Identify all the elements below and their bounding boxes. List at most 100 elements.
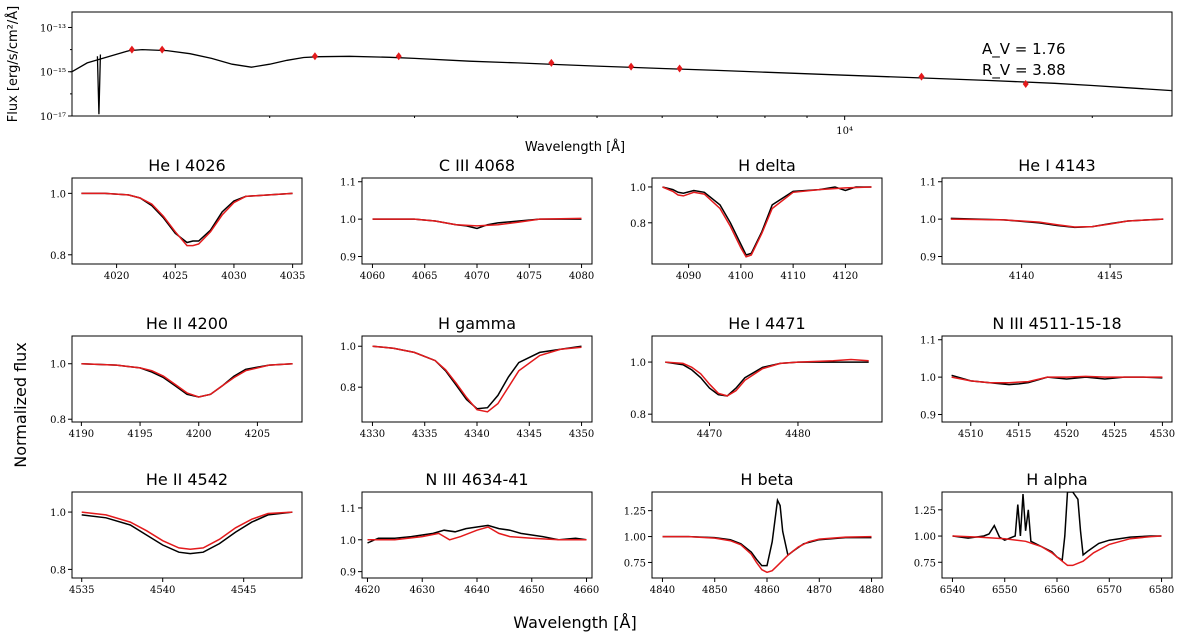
model-line	[662, 186, 872, 258]
panel-title: He I 4026	[148, 156, 225, 175]
ytick-label: 1.1	[920, 178, 936, 189]
observed-line	[367, 524, 587, 544]
panel-frame	[651, 335, 883, 423]
xtick-label: 4025	[163, 271, 188, 282]
panel-title: H delta	[738, 156, 796, 175]
panel-title: N III 4634-41	[425, 470, 528, 489]
xtick-label: 4345	[517, 429, 542, 440]
line-panel: N III 4634-41 4620 4630 4640 4650 4660 0.9 1.0 1…	[340, 470, 599, 596]
panel-title: H alpha	[1026, 470, 1087, 489]
xtick-label: 4065	[412, 271, 437, 282]
sed-photometry-point	[548, 58, 555, 67]
line-panel: He II 4200 4190 4195 4200 4205 0.8 1.0	[50, 314, 303, 440]
xtick-label: 4340	[464, 429, 489, 440]
xtick-label: 6540	[940, 585, 965, 596]
ytick-label: 1.00	[624, 533, 646, 544]
model-line	[662, 535, 872, 574]
xtick-label: 6560	[1044, 585, 1069, 596]
xtick-label: 4530	[1150, 429, 1175, 440]
ytick-label: 0.9	[340, 253, 356, 264]
xtick-label: 4520	[1054, 429, 1079, 440]
ytick-label: 1.25	[914, 506, 936, 517]
ytick-label: 0.9	[920, 411, 936, 422]
model-line	[81, 362, 293, 398]
sed-ytick-label: 10⁻¹⁷	[40, 112, 66, 123]
sed-photometry-point	[676, 64, 683, 73]
panel-frame	[71, 177, 303, 265]
ytick-label: 1.0	[340, 342, 356, 353]
ytick-label: 0.8	[50, 251, 66, 262]
xtick-label: 4525	[1102, 429, 1127, 440]
ytick-label: 0.8	[340, 383, 356, 394]
ytick-label: 1.1	[340, 178, 356, 189]
xtick-label: 4515	[1006, 429, 1031, 440]
sed-photometry-point	[128, 45, 135, 54]
ytick-label: 0.75	[624, 558, 646, 569]
xtick-label: 4145	[1097, 271, 1122, 282]
xtick-label: 4545	[231, 585, 256, 596]
panel-frame	[941, 335, 1173, 423]
xtick-label: 4100	[728, 271, 753, 282]
ytick-label: 1.1	[340, 504, 356, 515]
observed-line	[662, 186, 872, 256]
sed-ytick-label: 10⁻¹⁵	[40, 68, 66, 79]
xtick-label: 4470	[697, 429, 722, 440]
xtick-label: 4850	[702, 585, 727, 596]
xtick-label: 4620	[355, 585, 380, 596]
sed-plot: 10⁻¹⁷ 10⁻¹⁵ 10⁻¹³ 10⁴ Wavelength [Å] Flux [er…	[5, 6, 1173, 155]
xtick-label: 4640	[464, 585, 489, 596]
xtick-label: 4205	[245, 429, 270, 440]
ytick-label: 1.0	[50, 508, 66, 519]
panel-frame	[651, 177, 883, 265]
xtick-label: 4120	[833, 271, 858, 282]
panel-title: He I 4143	[1018, 156, 1095, 175]
model-line	[81, 511, 293, 551]
ytick-label: 1.00	[914, 532, 936, 543]
panel-frame	[361, 177, 593, 265]
xtick-label: 4060	[360, 271, 385, 282]
ytick-label: 0.8	[630, 219, 646, 230]
line-panel: He II 4542 4535 4540 4545 0.8 1.0	[50, 470, 303, 596]
model-line	[372, 217, 582, 227]
panel-title: H gamma	[438, 314, 516, 333]
xtick-label: 4035	[280, 271, 305, 282]
panel-frame	[941, 491, 1173, 579]
model-line	[950, 218, 1164, 228]
line-panel: H alpha 6540 6550 6560 6570 6580 0.75 1.00 1.25	[914, 470, 1175, 596]
observed-line	[372, 345, 582, 410]
ytick-label: 1.0	[920, 215, 936, 226]
sed-photometry-point	[311, 52, 318, 61]
model-line	[367, 526, 587, 541]
bottom-xlabel: Wavelength [Å]	[513, 613, 636, 632]
ytick-label: 1.0	[630, 358, 646, 369]
panel-title: N III 4511-15-18	[992, 314, 1121, 333]
xtick-label: 4075	[517, 271, 542, 282]
sed-ylabel: Flux [erg/s/cm²/Å]	[5, 6, 21, 123]
line-panel: He I 4143 4140 4145 0.9 1.0 1.1	[920, 156, 1173, 282]
model-line	[951, 375, 1163, 384]
panel-title: He II 4200	[146, 314, 228, 333]
xtick-label: 4070	[464, 271, 489, 282]
ytick-label: 1.1	[920, 336, 936, 347]
ytick-label: 0.8	[50, 565, 66, 576]
sed-photometry-point	[395, 52, 402, 61]
panel-title: He I 4471	[728, 314, 805, 333]
observed-line	[81, 192, 293, 244]
xtick-label: 4535	[69, 585, 94, 596]
observed-line	[662, 497, 872, 567]
ytick-label: 1.0	[340, 215, 356, 226]
panel-frame	[361, 491, 593, 579]
xtick-label: 4840	[650, 585, 675, 596]
xtick-label: 6570	[1097, 585, 1122, 596]
xtick-label: 4510	[958, 429, 983, 440]
sed-photometry-point	[918, 72, 925, 81]
sed-photometry-point	[159, 45, 166, 54]
sed-annotation-av: A_V = 1.76	[982, 40, 1066, 59]
ytick-label: 1.0	[50, 189, 66, 200]
left-ylabel: Normalized flux	[11, 342, 30, 468]
ytick-label: 1.0	[340, 536, 356, 547]
observed-line	[952, 492, 1162, 562]
panel-title: C III 4068	[439, 156, 515, 175]
